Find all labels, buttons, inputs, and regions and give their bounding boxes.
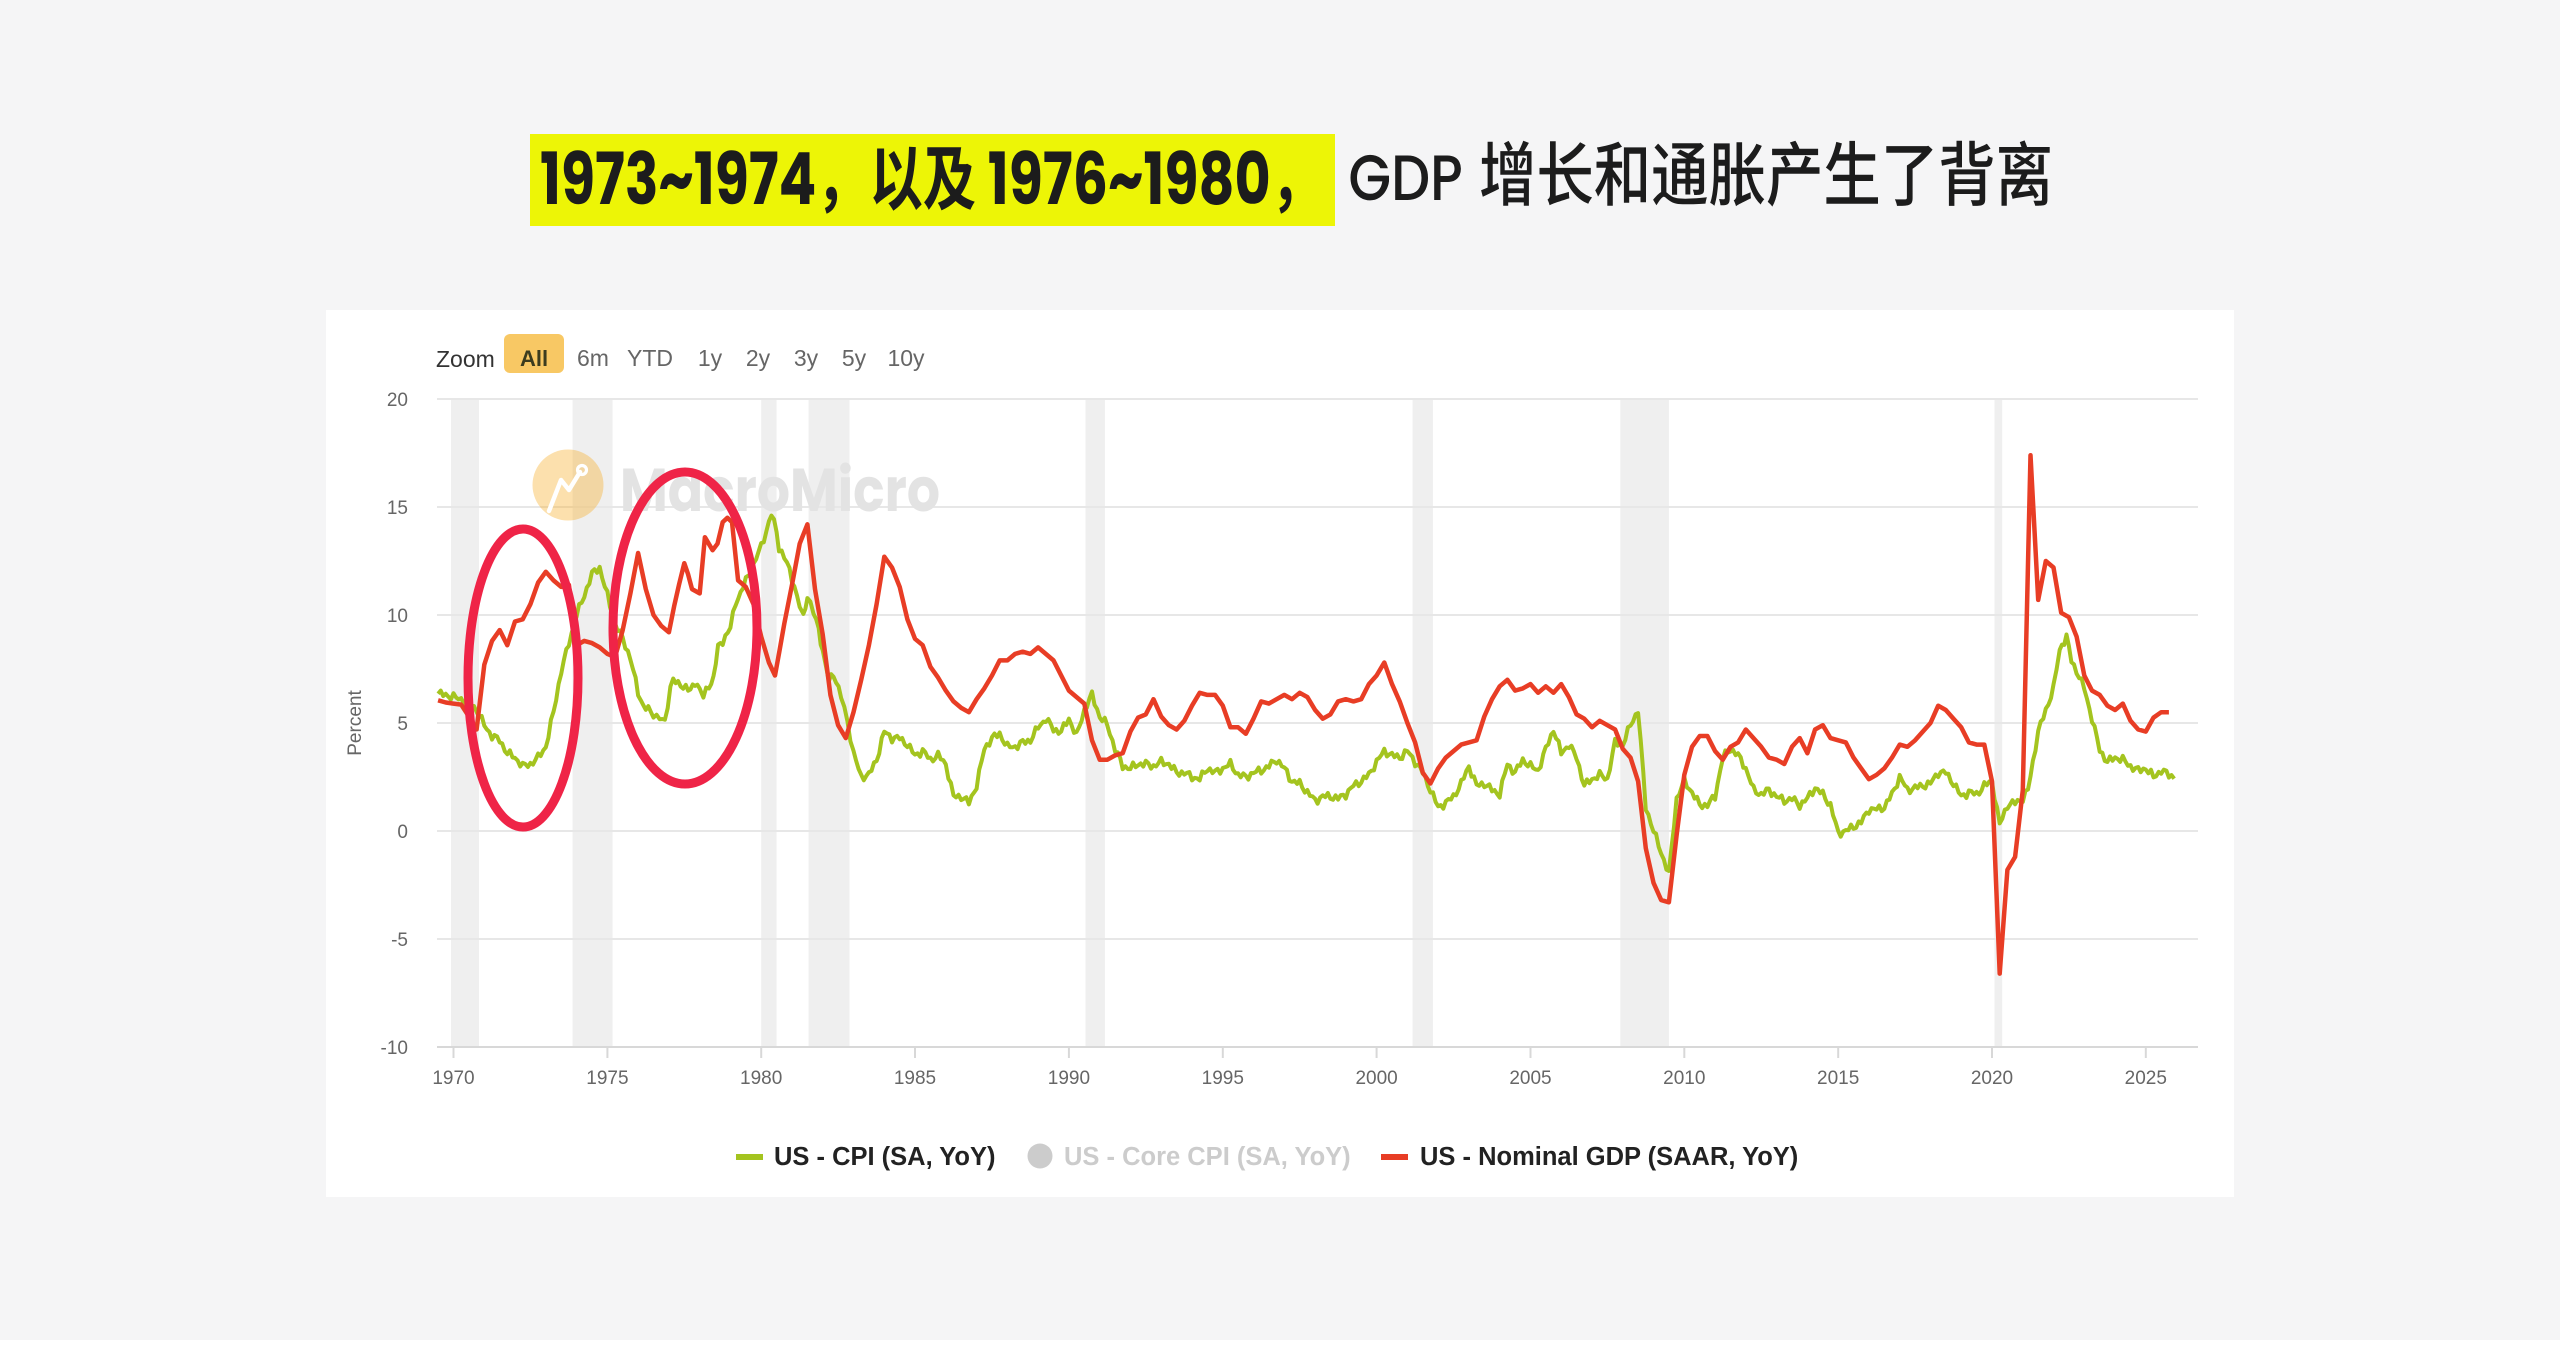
svg-text:10y: 10y [887, 345, 925, 371]
svg-text:2005: 2005 [1509, 1068, 1551, 1089]
svg-text:US - Core CPI (SA, YoY): US - Core CPI (SA, YoY) [1064, 1143, 1351, 1171]
svg-text:5: 5 [397, 714, 408, 735]
svg-text:1985: 1985 [894, 1068, 936, 1089]
svg-text:-10: -10 [381, 1038, 408, 1059]
svg-text:-5: -5 [391, 930, 408, 951]
svg-text:20: 20 [387, 390, 408, 411]
svg-text:US - Nominal GDP (SAAR, YoY): US - Nominal GDP (SAAR, YoY) [1420, 1143, 1798, 1171]
svg-text:1975: 1975 [586, 1068, 628, 1089]
svg-text:Percent: Percent [345, 690, 366, 756]
svg-text:All: All [520, 346, 548, 371]
svg-text:1990: 1990 [1048, 1068, 1090, 1089]
svg-text:2015: 2015 [1817, 1068, 1859, 1089]
svg-text:Zoom: Zoom [436, 346, 495, 372]
svg-text:1980: 1980 [740, 1068, 782, 1089]
svg-text:US - CPI (SA, YoY): US - CPI (SA, YoY) [774, 1143, 996, 1171]
svg-text:15: 15 [387, 498, 408, 519]
svg-text:5y: 5y [842, 345, 867, 371]
svg-text:2010: 2010 [1663, 1068, 1705, 1089]
svg-text:10: 10 [387, 606, 408, 627]
svg-text:2y: 2y [746, 345, 771, 371]
svg-text:YTD: YTD [627, 345, 673, 371]
svg-text:2020: 2020 [1971, 1068, 2013, 1089]
svg-text:2025: 2025 [2125, 1068, 2167, 1089]
svg-text:1y: 1y [698, 345, 723, 371]
svg-text:0: 0 [397, 822, 408, 843]
svg-text:3y: 3y [794, 345, 819, 371]
svg-text:2000: 2000 [1355, 1068, 1397, 1089]
svg-text:1995: 1995 [1202, 1068, 1244, 1089]
svg-text:1970: 1970 [432, 1068, 474, 1089]
svg-text:6m: 6m [577, 345, 609, 371]
